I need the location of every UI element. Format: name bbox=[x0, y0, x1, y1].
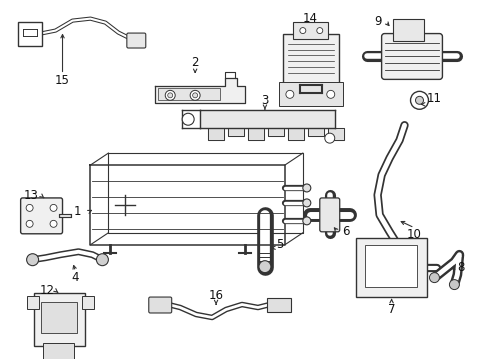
FancyBboxPatch shape bbox=[26, 296, 39, 310]
Polygon shape bbox=[307, 128, 323, 136]
Polygon shape bbox=[155, 78, 244, 103]
Circle shape bbox=[26, 220, 33, 227]
Circle shape bbox=[259, 261, 270, 273]
Circle shape bbox=[448, 280, 458, 289]
Text: 8: 8 bbox=[457, 261, 464, 274]
Text: 12: 12 bbox=[40, 284, 55, 297]
FancyBboxPatch shape bbox=[293, 22, 327, 39]
Polygon shape bbox=[327, 128, 343, 140]
Text: 6: 6 bbox=[341, 225, 349, 238]
Text: 1: 1 bbox=[74, 205, 81, 219]
Circle shape bbox=[165, 90, 175, 100]
Text: 10: 10 bbox=[406, 228, 421, 241]
Circle shape bbox=[26, 204, 33, 211]
FancyBboxPatch shape bbox=[20, 198, 62, 234]
Circle shape bbox=[182, 113, 194, 125]
Circle shape bbox=[326, 90, 334, 98]
FancyBboxPatch shape bbox=[82, 296, 94, 310]
Circle shape bbox=[410, 91, 427, 109]
Polygon shape bbox=[287, 128, 303, 140]
Text: 13: 13 bbox=[24, 189, 39, 202]
FancyBboxPatch shape bbox=[355, 238, 427, 297]
Text: 15: 15 bbox=[55, 74, 70, 87]
Text: 9: 9 bbox=[373, 15, 381, 28]
Text: 3: 3 bbox=[261, 94, 268, 107]
Circle shape bbox=[192, 93, 197, 98]
FancyBboxPatch shape bbox=[34, 293, 85, 346]
Text: 14: 14 bbox=[302, 12, 317, 25]
Circle shape bbox=[190, 90, 200, 100]
Text: 5: 5 bbox=[276, 238, 283, 251]
Text: 4: 4 bbox=[72, 271, 79, 284]
FancyBboxPatch shape bbox=[392, 19, 424, 41]
Polygon shape bbox=[200, 110, 334, 128]
Circle shape bbox=[316, 28, 322, 33]
FancyBboxPatch shape bbox=[278, 82, 342, 106]
Circle shape bbox=[428, 273, 439, 283]
Circle shape bbox=[96, 254, 108, 266]
Text: 11: 11 bbox=[426, 92, 441, 105]
Circle shape bbox=[302, 217, 310, 225]
Polygon shape bbox=[227, 128, 244, 136]
FancyBboxPatch shape bbox=[319, 198, 339, 232]
Circle shape bbox=[415, 96, 423, 104]
Polygon shape bbox=[247, 128, 264, 140]
FancyBboxPatch shape bbox=[148, 297, 171, 313]
Circle shape bbox=[26, 254, 39, 266]
FancyBboxPatch shape bbox=[364, 245, 416, 287]
Text: 2: 2 bbox=[191, 56, 199, 69]
FancyBboxPatch shape bbox=[126, 33, 145, 48]
Polygon shape bbox=[208, 128, 224, 140]
FancyBboxPatch shape bbox=[18, 22, 41, 45]
Circle shape bbox=[302, 199, 310, 207]
FancyBboxPatch shape bbox=[41, 302, 77, 333]
Circle shape bbox=[302, 184, 310, 192]
Text: 16: 16 bbox=[208, 289, 223, 302]
Polygon shape bbox=[267, 128, 284, 136]
FancyBboxPatch shape bbox=[158, 88, 220, 100]
Circle shape bbox=[50, 204, 57, 211]
Circle shape bbox=[167, 93, 172, 98]
FancyBboxPatch shape bbox=[283, 33, 338, 87]
Text: 7: 7 bbox=[387, 303, 394, 316]
Circle shape bbox=[50, 220, 57, 227]
Circle shape bbox=[285, 90, 293, 98]
FancyBboxPatch shape bbox=[266, 298, 290, 312]
FancyBboxPatch shape bbox=[381, 33, 442, 80]
FancyBboxPatch shape bbox=[42, 343, 74, 359]
Circle shape bbox=[324, 133, 334, 143]
Circle shape bbox=[299, 28, 305, 33]
